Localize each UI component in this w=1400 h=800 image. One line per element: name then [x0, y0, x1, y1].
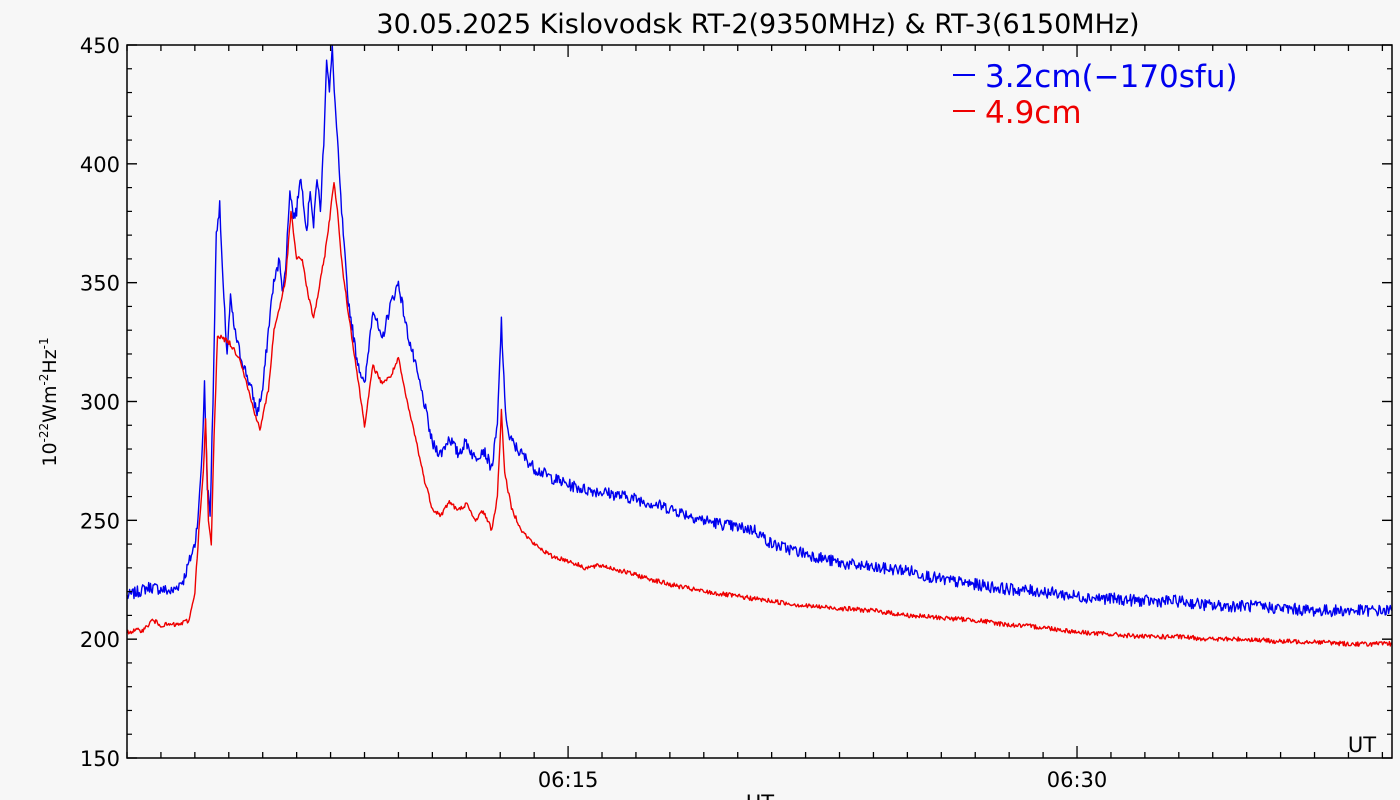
legend: 3.2cm(−170sfu)4.9cm: [953, 59, 1238, 131]
ticks-layer: [126, 44, 1392, 759]
series-line-3-2cm: [126, 44, 1393, 618]
y-tick-label: 350: [80, 272, 120, 296]
ylabel-base: 10: [39, 442, 61, 466]
ylabel-mid: Wm: [39, 386, 61, 423]
svg-text:10-22Wm-2Hz-1: 10-22Wm-2Hz-1: [37, 337, 61, 466]
x-axis-label: UT: [746, 791, 774, 800]
ylabel-exp1: -22: [37, 423, 51, 443]
y-tick-label: 450: [80, 34, 120, 58]
y-tick-label: 400: [80, 153, 120, 177]
series-line-4-9cm: [126, 182, 1393, 647]
x-tick-label: 06:30: [1047, 768, 1108, 792]
corner-ut-label: UT: [1348, 733, 1376, 757]
x-tick-label: 06:15: [538, 768, 599, 792]
legend-label: 3.2cm(−170sfu): [985, 59, 1238, 95]
chart-title: 30.05.2025 Kislovodsk RT-2(9350MHz) & RT…: [376, 9, 1139, 40]
ylabel-exp3: -1: [37, 337, 51, 349]
series-layer: [126, 44, 1393, 647]
y-tick-label: 300: [80, 391, 120, 415]
tick-labels-layer: 150 200 250 300 350 400 450 06:15 06:30: [80, 34, 1107, 792]
ylabel-mid2: Hz: [39, 349, 61, 373]
ylabel-exp2: -2: [37, 374, 51, 386]
y-tick-label: 250: [80, 509, 120, 533]
legend-label: 4.9cm: [985, 95, 1082, 131]
y-tick-label: 200: [80, 628, 120, 652]
y-tick-label: 150: [80, 747, 120, 771]
y-axis-label: 10-22Wm-2Hz-1: [37, 337, 61, 466]
